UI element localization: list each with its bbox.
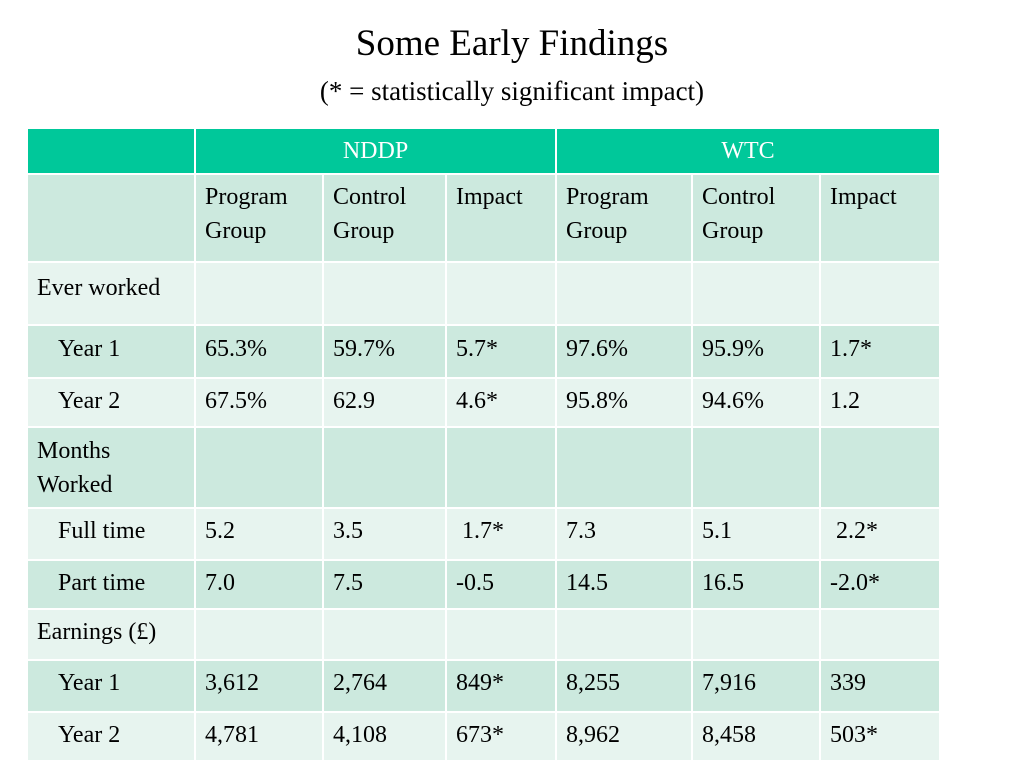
- row-label: Full time: [26, 507, 196, 561]
- column-header: Program Group: [555, 173, 693, 263]
- table-cell: -0.5: [445, 559, 557, 610]
- table-cell: [691, 426, 821, 509]
- table-row: Earnings (£): [26, 608, 942, 661]
- table-cell: 4,781: [194, 711, 324, 762]
- row-label: Months Worked: [26, 426, 196, 509]
- table-cell: [555, 608, 693, 661]
- table-cell: 7.5: [322, 559, 447, 610]
- table-cell: 1.7*: [818, 324, 942, 379]
- row-label: Ever worked: [26, 261, 196, 326]
- findings-table: NDDP WTC Program Group Control Group Imp…: [26, 127, 942, 762]
- table-cell: 95.9%: [691, 324, 821, 379]
- table-cell: 7,916: [691, 659, 821, 713]
- row-label: Year 1: [26, 659, 196, 713]
- row-label: Part time: [26, 559, 196, 610]
- table-cell: [445, 426, 557, 509]
- table-row: Ever worked: [26, 261, 942, 326]
- table-cell: 1.7*: [445, 507, 557, 561]
- table-row: Year 1 65.3% 59.7% 5.7* 97.6% 95.9% 1.7*: [26, 324, 942, 379]
- row-label: Year 2: [26, 711, 196, 762]
- table-cell: [445, 261, 557, 326]
- table-cell: 95.8%: [555, 377, 693, 428]
- table-cell: [691, 261, 821, 326]
- table-cell: 62.9: [322, 377, 447, 428]
- group-header-wtc: WTC: [554, 127, 942, 175]
- corner-cell: [26, 127, 196, 175]
- table-cell: 14.5: [555, 559, 693, 610]
- table-cell: 8,255: [555, 659, 693, 713]
- table-cell: 3,612: [194, 659, 324, 713]
- table-cell: 2,764: [322, 659, 447, 713]
- table-cell: 5.2: [194, 507, 324, 561]
- table-row: Months Worked: [26, 426, 942, 509]
- table-cell: [322, 261, 447, 326]
- table-cell: 16.5: [691, 559, 821, 610]
- slide-title: Some Early Findings: [355, 23, 669, 64]
- table-row: Year 2 4,781 4,108 673* 8,962 8,458 503*: [26, 711, 942, 762]
- row-label: Year 2: [26, 377, 196, 428]
- table-cell: [818, 261, 942, 326]
- table-cell: 5.7*: [445, 324, 557, 379]
- row-label: Earnings (£): [26, 608, 196, 661]
- table-cell: 4.6*: [445, 377, 557, 428]
- table-cell: 339: [818, 659, 942, 713]
- table-cell: [322, 426, 447, 509]
- table-cell: 5.1: [691, 507, 821, 561]
- table-cell: 59.7%: [322, 324, 447, 379]
- table-cell: 65.3%: [194, 324, 324, 379]
- column-header: Program Group: [194, 173, 324, 263]
- table-cell: [194, 608, 324, 661]
- table-cell: 97.6%: [555, 324, 693, 379]
- table-cell: 8,962: [555, 711, 693, 762]
- row-label: Year 1: [26, 324, 196, 379]
- table-cell: -2.0*: [818, 559, 942, 610]
- table-cell: 7.3: [555, 507, 693, 561]
- subheader-blank-cell: [26, 173, 196, 263]
- table-cell: 673*: [445, 711, 557, 762]
- group-header-row: NDDP WTC: [26, 127, 942, 175]
- table-row: Year 1 3,612 2,764 849* 8,255 7,916 339: [26, 659, 942, 713]
- table-cell: [194, 261, 324, 326]
- table-cell: [322, 608, 447, 661]
- column-header: Impact: [818, 173, 942, 263]
- table-cell: [691, 608, 821, 661]
- table-cell: 94.6%: [691, 377, 821, 428]
- table-row: Year 2 67.5% 62.9 4.6* 95.8% 94.6% 1.2: [26, 377, 942, 428]
- column-header: Impact: [445, 173, 557, 263]
- table-cell: 67.5%: [194, 377, 324, 428]
- slide-subtitle: (* = statistically significant impact): [319, 76, 705, 106]
- column-header: Control Group: [322, 173, 447, 263]
- table-cell: [818, 608, 942, 661]
- table-cell: [818, 426, 942, 509]
- table-cell: [445, 608, 557, 661]
- table-cell: 3.5: [322, 507, 447, 561]
- table-cell: 7.0: [194, 559, 324, 610]
- table-cell: 849*: [445, 659, 557, 713]
- group-header-nddp: NDDP: [194, 127, 557, 175]
- table-cell: [555, 426, 693, 509]
- table-cell: [555, 261, 693, 326]
- column-header: Control Group: [691, 173, 821, 263]
- table-cell: 4,108: [322, 711, 447, 762]
- table-cell: 8,458: [691, 711, 821, 762]
- table-row: Full time 5.2 3.5 1.7* 7.3 5.1 2.2*: [26, 507, 942, 561]
- subheader-row: Program Group Control Group Impact Progr…: [26, 173, 942, 263]
- table-cell: 2.2*: [818, 507, 942, 561]
- table-cell: [194, 426, 324, 509]
- table-row: Part time 7.0 7.5 -0.5 14.5 16.5 -2.0*: [26, 559, 942, 610]
- table-cell: 1.2: [818, 377, 942, 428]
- table-cell: 503*: [818, 711, 942, 762]
